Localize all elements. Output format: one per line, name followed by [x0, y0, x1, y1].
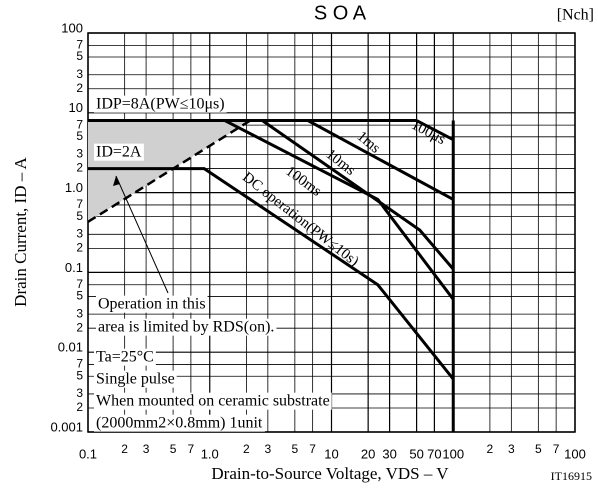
y-tick-label: 3: [76, 147, 83, 161]
x-tick-label: 5: [292, 442, 299, 456]
x-tick-label: 0.1: [79, 446, 97, 461]
x-tick-label: 3: [264, 442, 271, 456]
x-tick-label: 50: [409, 446, 423, 461]
y-tick-label: 5: [76, 209, 83, 223]
figure-code: IT16915: [551, 469, 592, 483]
label-background: [94, 370, 177, 388]
condition: Ta=25°C: [96, 349, 154, 366]
x-tick-label: 7: [309, 442, 316, 456]
y-tick-label: 5: [76, 49, 83, 63]
x-tick-label: 2: [243, 442, 250, 456]
idp-label: IDP=8A(PW≤10μs): [96, 96, 225, 113]
x-axis-label: Drain-to-Source Voltage, VDS – V: [211, 464, 449, 483]
y-tick-label: 5: [76, 368, 83, 382]
y-tick-label: 5: [76, 289, 83, 303]
condition: When mounted on ceramic substrate: [96, 393, 330, 410]
y-tick-label: 2: [76, 241, 83, 255]
soa-curve: [307, 119, 454, 201]
y-tick-label: 7: [76, 117, 83, 131]
soa-curve: [88, 167, 455, 381]
y-tick-label: 1.0: [65, 180, 83, 195]
y-tick-label: 100: [61, 20, 83, 35]
plot-frame: [87, 32, 576, 433]
label-background: [96, 295, 208, 313]
condition: (2000mm2×0.8mm) 1unit: [96, 415, 263, 432]
y-tick-label: 2: [76, 400, 83, 414]
y-tick-label: 7: [76, 357, 83, 371]
soa-curve: [415, 119, 454, 142]
y-tick-label: 2: [76, 320, 83, 334]
curves: [87, 119, 455, 432]
id-label: ID=2A: [96, 144, 142, 161]
chart-title: S O A: [314, 2, 367, 24]
y-tick-label: 2: [76, 81, 83, 95]
label-background: [96, 318, 277, 336]
curve-label: 100μs: [408, 117, 448, 148]
y-axis-label: Drain Current, ID – A: [11, 156, 30, 306]
arrow: [115, 175, 169, 294]
y-tick-label: 10: [69, 100, 83, 115]
label-background: [94, 143, 144, 161]
y-tick-label: 7: [76, 197, 83, 211]
x-tick-label: 30: [382, 446, 396, 461]
y-tick-label: 3: [76, 386, 83, 400]
curve-label: 1ms: [354, 128, 384, 156]
limit-note: Operation in this: [98, 296, 206, 313]
x-tick-label: 3: [508, 442, 515, 456]
x-tick-label: 20: [361, 446, 375, 461]
y-tick-label: 3: [76, 306, 83, 320]
chart-subtitle: [Nch]: [557, 7, 594, 24]
x-tick-label: 10: [324, 446, 338, 461]
x-tick-label: 1.0: [201, 446, 219, 461]
soa-curve: [224, 119, 455, 301]
y-tick-label: 5: [76, 129, 83, 143]
label-background: [94, 95, 227, 113]
y-tick-label: 0.001: [50, 419, 83, 434]
y-tick-label: 0.01: [58, 340, 83, 355]
grid: 0.1 2 3 5 7 1.0 2 3 5 7 10 20 30 50 70 100 2 3 5 7 1000.0012…: [50, 20, 585, 461]
label-background: [94, 348, 156, 366]
soa-curve: [261, 119, 455, 271]
y-tick-label: 3: [76, 67, 83, 81]
limit-note: area is limited by RDS(on).: [98, 319, 274, 336]
y-tick-label: 2: [76, 161, 83, 175]
label-background: [94, 392, 332, 410]
x-tick-label: 7: [553, 442, 560, 456]
x-tick-label: 70: [427, 446, 441, 461]
condition: Single pulse: [96, 371, 175, 388]
label-background: [94, 414, 265, 432]
x-tick-label: 7: [188, 442, 195, 456]
x-tick-label: 5: [535, 442, 542, 456]
y-tick-label: 7: [76, 277, 83, 291]
y-tick-label: 3: [76, 226, 83, 240]
x-tick-label: 2: [121, 442, 128, 456]
y-tick-label: 7: [76, 38, 83, 52]
x-tick-label: 2: [487, 442, 494, 456]
x-tick-label: 5: [170, 442, 177, 456]
x-tick-label: 100: [564, 446, 586, 461]
x-tick-label: 3: [143, 442, 150, 456]
y-tick-label: 0.1: [65, 260, 83, 275]
arrow-head: [113, 176, 120, 186]
soa-curve: [87, 119, 251, 223]
x-tick-label: 100: [442, 446, 464, 461]
